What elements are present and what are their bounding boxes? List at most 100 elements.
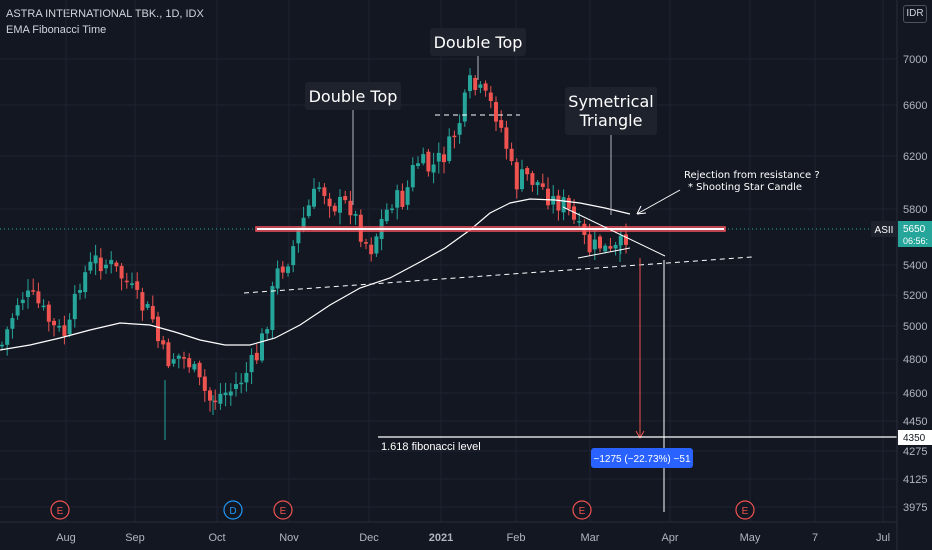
candle-body [556, 195, 561, 211]
y-tick-label: 4125 [903, 474, 927, 486]
x-tick-label: Nov [279, 532, 299, 544]
candle-body [0, 344, 4, 347]
candle-body [145, 304, 150, 308]
candle-body [592, 239, 597, 250]
double-top-left-box[interactable] [305, 82, 401, 110]
candle-body [104, 264, 108, 269]
last-price-label: 5650 [903, 224, 926, 235]
y-tick-label: 6200 [903, 151, 927, 163]
resistance-band[interactable] [255, 226, 726, 232]
candle-body [613, 244, 618, 249]
candle-body [140, 292, 145, 311]
candle-body [369, 244, 374, 255]
y-tick-label: 3975 [903, 502, 927, 514]
candle-body [535, 182, 540, 186]
double-top-center-box[interactable] [430, 28, 526, 56]
measure-badge[interactable] [591, 448, 693, 468]
candle-body [566, 197, 571, 209]
candle-body [488, 92, 493, 102]
x-tick-label: Jul [876, 532, 890, 544]
candle-body [187, 358, 192, 368]
rejection-arrow [636, 189, 681, 215]
rejection-note-label: Rejection from resistance ? [684, 170, 820, 181]
candle-body [462, 92, 467, 122]
event-marker-label: E [579, 506, 586, 517]
event-marker[interactable] [223, 500, 243, 520]
candle-body [405, 187, 410, 205]
triangle-upper-line [562, 206, 666, 257]
candle-body [26, 290, 30, 298]
triangle-lower-line [577, 247, 631, 259]
candle-body [426, 151, 431, 172]
candle-body [124, 280, 129, 283]
candle-body [416, 163, 420, 166]
candle-body [348, 200, 353, 216]
candle-body [150, 306, 155, 320]
symbol-label: ASII [875, 225, 894, 236]
x-tick-label: 7 [812, 532, 818, 544]
candle-body [338, 196, 342, 213]
candle-body [171, 359, 176, 364]
candle-body [624, 234, 628, 245]
candle-body [234, 384, 238, 389]
candle-body [452, 135, 457, 138]
x-tick-label: Dec [359, 532, 379, 544]
candle-body [109, 259, 114, 265]
candle-body [322, 187, 327, 196]
candle-body [374, 236, 379, 254]
candle-body [436, 152, 441, 162]
candle-body [296, 228, 301, 244]
currency-badge[interactable]: IDR [903, 5, 927, 23]
candle-body [197, 362, 202, 378]
event-marker-label: E [280, 506, 287, 517]
candle-body [46, 304, 51, 322]
candle-body [213, 400, 218, 403]
symbol-badge [871, 221, 897, 237]
candle-body [312, 188, 316, 207]
symetrical-triangle-box[interactable] [565, 87, 657, 135]
event-marker[interactable] [572, 500, 592, 520]
candle-body [130, 283, 134, 285]
target-price-badge [898, 430, 932, 445]
fib-level-label: 1.618 fibonacci level [381, 441, 481, 453]
candle-body [317, 187, 322, 189]
event-marker-label: E [742, 506, 749, 517]
countdown-label: 06:56: [903, 236, 928, 246]
candle-body [587, 234, 592, 253]
event-marker[interactable] [50, 500, 70, 520]
candle-body [457, 123, 462, 135]
symetrical-triangle-label: Symetrical [568, 92, 653, 111]
candle-body [114, 262, 119, 267]
candle-body [384, 209, 389, 222]
double-top-center-label: Double Top [434, 33, 523, 52]
x-tick-label: Apr [661, 532, 678, 544]
candle-body [353, 214, 358, 216]
candle-body [275, 268, 280, 289]
rejection-note-label: * Shooting Star Candle [688, 182, 802, 193]
candle-body [306, 205, 311, 217]
candle-body [265, 329, 270, 334]
candle-body [36, 291, 41, 304]
candle-body [332, 205, 337, 212]
x-tick-label: Aug [56, 532, 76, 544]
measure-badge-label: −1275 (−22.73%) −51 [593, 454, 690, 465]
symetrical-triangle-label: Triangle [579, 111, 643, 130]
y-tick-label: 5800 [903, 204, 927, 216]
candle-body [254, 352, 259, 361]
last-price-badge [898, 221, 932, 247]
y-tick-label: 7000 [903, 54, 927, 66]
measure-arrowhead [635, 430, 645, 440]
y-tick-label: 4800 [903, 354, 927, 366]
candle-body [473, 77, 478, 90]
event-marker-label: D [229, 506, 236, 517]
candle-body [228, 391, 233, 396]
candle-body [400, 190, 405, 207]
candle-body [98, 257, 103, 272]
event-marker[interactable] [735, 500, 755, 520]
candle-body [10, 318, 15, 329]
y-tick-label: 5200 [903, 290, 927, 302]
event-marker[interactable] [273, 500, 293, 520]
candle-body [156, 316, 160, 342]
candle-body [52, 320, 56, 326]
